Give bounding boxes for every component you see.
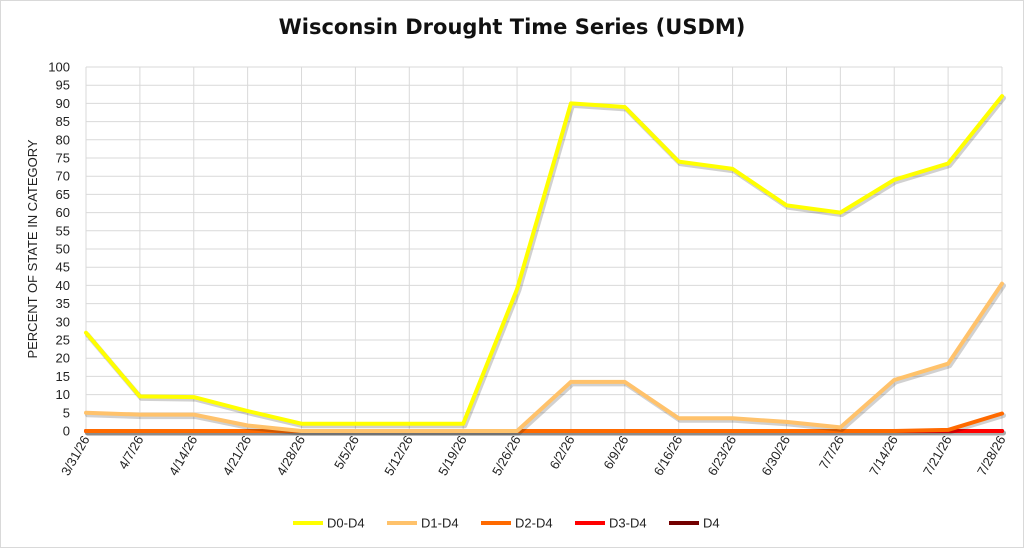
chart-title: Wisconsin Drought Time Series (USDM) [278,15,746,39]
y-tick-label: 10 [56,387,70,402]
x-tick-label: 6/9/26 [600,433,631,472]
y-tick-label: 85 [56,114,70,129]
x-tick-label: 7/28/26 [974,433,1009,478]
y-tick-label: 35 [56,296,70,311]
x-tick-label: 5/12/26 [381,433,416,478]
legend-entry: D2-D4 [515,516,553,531]
x-tick-label: 7/7/26 [816,433,847,472]
y-tick-label: 5 [63,405,70,420]
y-tick-label: 65 [56,187,70,202]
y-tick-label: 75 [56,151,70,166]
y-tick-label: 0 [63,424,70,439]
y-tick-label: 25 [56,333,70,348]
y-tick-label: 20 [56,351,70,366]
legend: D0-D4 D1-D4 D2-D4 D3-D4 D4 [293,516,720,531]
y-tick-label: 50 [56,242,70,257]
x-tick-label: 6/30/26 [758,433,793,478]
x-tick-label: 6/23/26 [705,433,740,478]
x-tick-label: 5/19/26 [435,433,470,478]
legend-entry: D4 [703,516,720,531]
series-line-d2-d4 [84,411,1004,433]
x-tick-label: 7/14/26 [866,433,901,478]
y-tick-label: 95 [56,78,70,93]
x-axis-ticks: 3/31/26 4/7/26 4/14/26 4/21/26 4/28/26 5/5/26… [58,433,1009,478]
legend-entry: D0-D4 [327,516,365,531]
x-tick-label: 3/31/26 [58,433,93,478]
x-tick-label: 6/2/26 [546,433,577,472]
y-tick-label: 45 [56,260,70,275]
x-tick-label: 4/14/26 [166,433,201,478]
y-tick-label: 100 [48,60,70,75]
y-tick-label: 40 [56,278,70,293]
y-axis-ticks: 0 5 10 15 20 25 30 35 40 45 50 55 60 65 70 75 80 85 90 95 10… [48,60,70,439]
grid-lines [85,66,1003,432]
y-tick-label: 90 [56,96,70,111]
y-tick-label: 70 [56,169,70,184]
legend-entry: D1-D4 [421,516,459,531]
y-axis-label: PERCENT OF STATE IN CATEGORY [25,139,40,358]
series-line-d1-d4 [84,281,1004,433]
x-tick-label: 4/28/26 [273,433,308,478]
x-tick-label: 5/5/26 [331,433,362,472]
y-tick-label: 15 [56,369,70,384]
legend-entry: D3-D4 [609,516,647,531]
y-tick-label: 80 [56,132,70,147]
series-shadow [85,283,1006,436]
series-lines [84,94,1006,436]
x-tick-label: 6/16/26 [651,433,686,478]
x-tick-label: 7/21/26 [920,433,955,478]
series-line-d0-d4 [84,94,1004,426]
y-tick-label: 55 [56,223,70,238]
x-tick-label: 5/26/26 [489,433,524,478]
y-tick-label: 30 [56,314,70,329]
y-tick-label: 60 [56,205,70,220]
x-tick-label: 4/7/26 [115,433,146,472]
x-tick-label: 4/21/26 [220,433,255,478]
